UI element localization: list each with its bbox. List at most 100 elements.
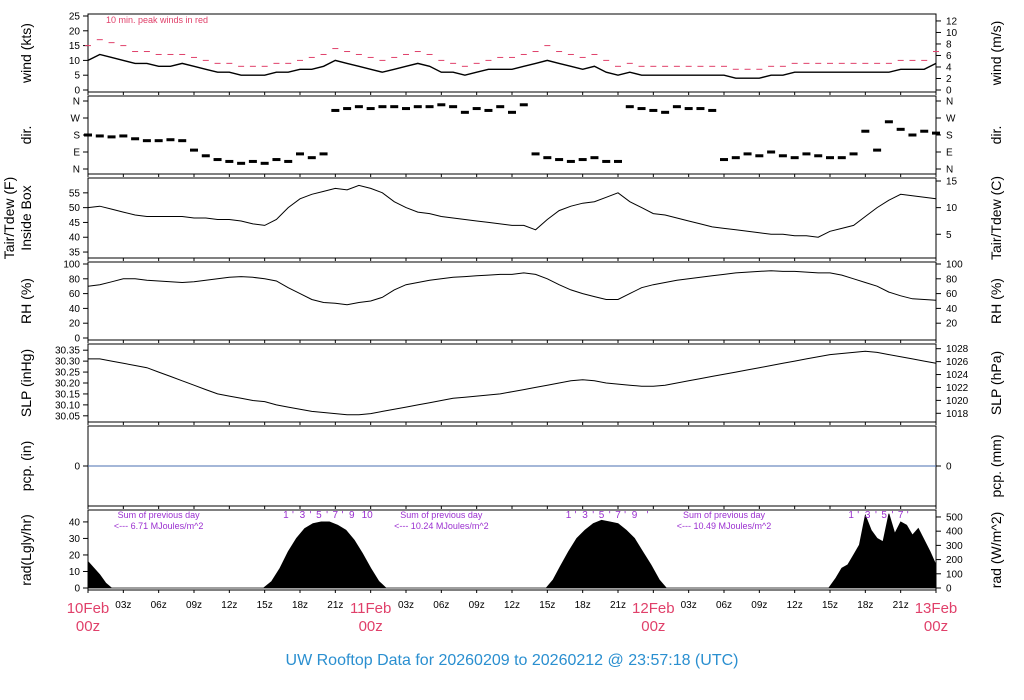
dir-point [814,154,823,158]
wind-tick-label-left: 15 [69,41,81,52]
panel-tair: Tair/Tdew (F) Inside Box Tair/Tdew (C) 35 40… [1,176,1004,261]
dir-point [826,156,834,160]
wind-tick-label-left: 20 [69,26,81,37]
pcp-tick-label-left: 0 [74,462,80,473]
rad-hour-label: 7 [333,510,339,521]
time-minor-label: 06z [151,600,167,611]
time-major-hour: 00z [924,618,948,635]
dir-point [896,127,905,131]
tair-tick-label-left: 35 [69,248,81,259]
dir-tick-label-left: N [73,97,80,108]
rad-hour-label: 10 [362,510,374,521]
slp-tick-label-left: 30.25 [55,368,80,379]
dir-point [390,105,399,109]
wind-frame [87,13,937,93]
tair-ylabel: Tair/Tdew (F) [1,177,17,259]
rad-hour-label: 3 [865,510,871,521]
dir-point [767,150,776,154]
rad-hour-label: 5 [599,510,605,521]
time-minor-label: 18z [575,600,591,611]
time-major-hour: 00z [641,618,665,635]
dir-point [778,154,787,158]
rh-ylabel-right: RH (%) [988,278,1004,324]
rad-tick-label-right: 200 [946,555,963,566]
dir-point [884,120,893,124]
dir-point [637,107,646,111]
time-minor-label: 03z [681,600,697,611]
dir-point [696,107,705,111]
tair-tick-label-right: 5 [946,230,952,241]
slp-tick-label-left: 30.10 [55,400,80,411]
dir-point [555,158,564,162]
rad-tick-label-right: 100 [946,569,963,580]
rad-hour-label: ' [341,510,343,521]
dir-point [213,158,222,162]
wind-tick-label-right: 2 [946,74,952,85]
slp-tick-label-right: 1024 [946,370,969,381]
tair-frame [87,177,937,259]
time-minor-label: 09z [186,600,202,611]
time-minor-label: 03z [398,600,414,611]
dir-tick-label-right: W [946,114,956,125]
rad-hour-label: ' [292,510,294,521]
time-minor-label: 12z [787,600,803,611]
dir-point [484,108,493,112]
dir-point [284,159,293,163]
rad-hour-label: 5 [316,510,322,521]
wind-tick-label-right: 6 [946,51,952,62]
time-minor-label: 21z [327,600,343,611]
dir-point [614,159,622,163]
dir-point [178,139,187,143]
rad-hour-label: 7 [898,510,904,521]
dir-point [837,156,846,160]
rad-tick-label-left: 40 [69,517,81,528]
dir-point [107,135,116,139]
dir-point [472,107,481,111]
dir-point [201,154,210,158]
pcp-ylabel-right: pcp. (mm) [988,435,1004,498]
wind-tick-label-left: 0 [74,86,80,97]
dir-point [590,156,599,160]
dir-point [790,156,799,160]
tair-tick-label-left: 40 [69,233,81,244]
time-minor-label: 18z [292,600,308,611]
dir-point [578,158,587,162]
time-major-date: 10Feb [67,600,110,617]
rad-note-line2: <--- 10.24 MJoules/m^2 [394,521,489,531]
rad-hour-label: ' [609,510,611,521]
slp-tick-label-left: 30.15 [55,389,80,400]
dir-point [720,158,728,162]
tair-tick-label-right: 15 [946,177,958,188]
dir-point [449,105,458,109]
wind-tick-label-right: 10 [946,28,958,39]
dir-point [272,158,281,162]
dir-point [154,139,163,143]
slp-ylabel: SLP (inHg) [18,349,34,417]
rad-hour-label: ' [575,510,577,521]
dir-point [932,131,940,135]
dir-point [366,107,375,111]
time-major-hour: 00z [359,618,383,635]
wind-tick-label-right: 4 [946,62,952,73]
dir-ylabel-right: dir. [988,126,1004,145]
wind-annotation: 10 min. peak winds in red [106,15,208,25]
rh-tick-label-left: 100 [63,260,80,271]
wind-tick-label-right: 8 [946,39,952,50]
rad-hour-label: ' [310,510,312,521]
slp-ylabel-right: SLP (hPa) [988,351,1004,415]
dir-point [649,108,658,112]
panel-dir: dir. dir.N NE ES SW WN N [18,95,1004,177]
slp-tick-label-left: 30.35 [55,346,80,357]
rad-note-line1: Sum of previous day [683,510,766,520]
rad-hour-label: 3 [582,510,588,521]
rad-hour-label: 1 [848,510,854,521]
panel-slp: SLP (inHg) SLP (hPa)30.0530.1030.1530.203… [18,343,1004,425]
dir-point [402,107,410,111]
rad-frame [87,509,937,591]
dir-point [543,156,552,160]
dir-point [378,105,387,109]
rad-hour-label: 5 [881,510,887,521]
dir-point [190,148,198,152]
dir-point [731,156,740,160]
dir-point [166,138,175,142]
